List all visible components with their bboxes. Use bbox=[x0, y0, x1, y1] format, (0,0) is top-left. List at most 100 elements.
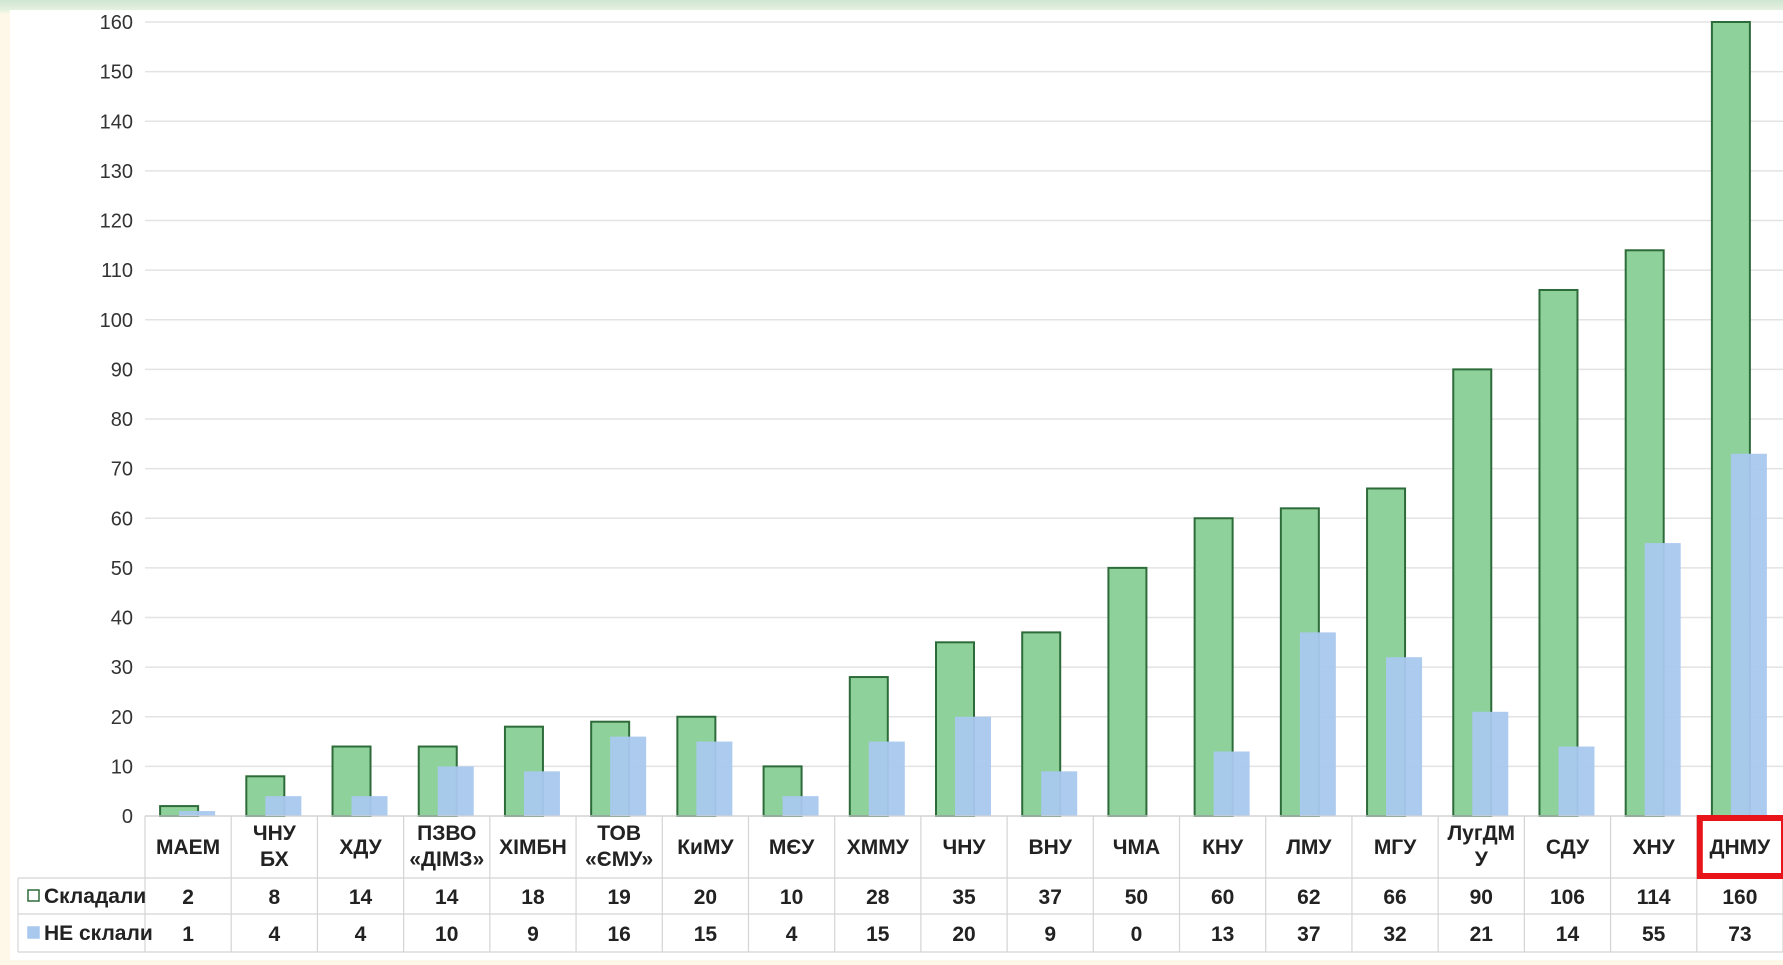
grid-lines bbox=[145, 21, 1783, 817]
table-value: 37 bbox=[1039, 886, 1062, 909]
bar-ne-sklaly bbox=[955, 716, 991, 816]
table-value: 8 bbox=[268, 886, 280, 909]
table-value: 19 bbox=[607, 886, 630, 909]
y-tick-label: 50 bbox=[111, 558, 133, 580]
table-value: 10 bbox=[780, 886, 803, 909]
category-label: ЛМУ bbox=[1286, 836, 1332, 859]
category-label: ПЗВО «ДІМЗ» bbox=[409, 822, 484, 871]
table-value: 106 bbox=[1550, 886, 1585, 909]
bar-ne-sklaly bbox=[868, 741, 905, 816]
data-table: МАЕМ ЧНУ БХ ХДУ ПЗВО «ДІМЗ» ХІМБН ТОВ «ЄМУ» КиМУ М… bbox=[17, 815, 1783, 953]
table-value: 50 bbox=[1125, 886, 1148, 909]
y-tick-label: 150 bbox=[100, 62, 133, 84]
table-value: 20 bbox=[694, 886, 717, 909]
bar-ne-sklaly bbox=[696, 741, 733, 816]
y-tick-label: 110 bbox=[101, 260, 133, 282]
table-value: 66 bbox=[1383, 886, 1406, 909]
y-tick-label: 100 bbox=[100, 310, 133, 332]
y-tick-label: 140 bbox=[100, 111, 133, 133]
table-value: 18 bbox=[521, 886, 545, 909]
category-label: МАЕМ bbox=[156, 836, 220, 859]
bar-ne-sklaly bbox=[265, 796, 302, 816]
table-value: 20 bbox=[952, 923, 975, 946]
legend-key bbox=[27, 926, 40, 939]
y-tick-label: 120 bbox=[100, 211, 133, 233]
legend-label: НЕ склали bbox=[44, 922, 153, 945]
bars bbox=[159, 21, 1767, 818]
bar-ne-sklaly bbox=[523, 771, 560, 816]
table-value: 32 bbox=[1383, 923, 1406, 946]
table-value: 21 bbox=[1470, 923, 1494, 946]
y-tick-label: 130 bbox=[100, 161, 133, 183]
table-value: 16 bbox=[607, 923, 630, 946]
bar-ne-sklaly bbox=[1730, 453, 1767, 816]
category-label: ДНМУ bbox=[1710, 836, 1772, 859]
y-tick-label: 40 bbox=[111, 608, 133, 630]
table-value: 13 bbox=[1211, 923, 1234, 946]
table-value: 60 bbox=[1211, 886, 1234, 909]
table-value: 28 bbox=[866, 886, 890, 909]
chart-panel: 0 10 20 30 40 50 60 70 80 90 100 110 120 130 140 150 160… bbox=[10, 10, 1783, 960]
y-tick-label: 160 bbox=[100, 12, 133, 34]
bar-ne-sklaly bbox=[1213, 751, 1250, 816]
y-tick-label: 10 bbox=[111, 756, 133, 778]
table-value: 114 bbox=[1637, 886, 1671, 909]
bar-skladaly bbox=[1538, 288, 1579, 818]
table-value: 4 bbox=[268, 923, 280, 946]
category-label: ХММУ bbox=[847, 836, 910, 859]
bar-chart: 0102030405060708090100110120130140150160… bbox=[17, 12, 1783, 953]
table-value: 4 bbox=[355, 923, 367, 946]
table-value: 9 bbox=[527, 923, 539, 946]
bar-ne-sklaly bbox=[179, 811, 216, 816]
table-value: 15 bbox=[866, 923, 890, 946]
table-value: 73 bbox=[1728, 923, 1751, 946]
bar-ne-sklaly bbox=[1644, 543, 1681, 816]
y-tick-label: 30 bbox=[111, 657, 133, 679]
table-value: 10 bbox=[435, 923, 458, 946]
table-value: 0 bbox=[1131, 923, 1143, 946]
y-tick-label: 60 bbox=[111, 508, 133, 530]
bar-ne-sklaly bbox=[782, 796, 819, 816]
category-label: ЛугДМ У bbox=[1447, 822, 1515, 871]
bar-ne-sklaly bbox=[1299, 632, 1336, 816]
category-label: СДУ bbox=[1546, 836, 1590, 859]
bar-ne-sklaly bbox=[1472, 711, 1509, 816]
category-label: МГУ bbox=[1374, 836, 1417, 859]
category-label: ЧНУ bbox=[943, 836, 987, 859]
y-tick-label: 90 bbox=[111, 359, 133, 381]
table-value: 160 bbox=[1722, 886, 1757, 909]
bar-ne-sklaly bbox=[610, 736, 647, 816]
legend-key bbox=[27, 889, 40, 902]
category-label: КиМУ bbox=[677, 836, 734, 859]
table-value: 2 bbox=[182, 886, 194, 909]
bar-ne-sklaly bbox=[437, 766, 474, 816]
category-label: ХНУ bbox=[1633, 836, 1676, 859]
y-tick-label: 80 bbox=[111, 409, 133, 431]
legend-label: Складали bbox=[44, 885, 146, 908]
category-label: ЧНУ БХ bbox=[253, 822, 297, 871]
bar-ne-sklaly bbox=[1041, 771, 1078, 816]
table-value: 4 bbox=[786, 923, 798, 946]
table-value: 37 bbox=[1297, 923, 1320, 946]
table-value: 1 bbox=[182, 923, 194, 946]
table-value: 14 bbox=[349, 886, 373, 909]
table-value: 14 bbox=[1556, 923, 1580, 946]
table-value: 90 bbox=[1470, 886, 1493, 909]
category-label: ХДУ bbox=[339, 836, 382, 859]
category-label: ЧМА bbox=[1113, 836, 1160, 859]
category-label: ВНУ bbox=[1029, 836, 1073, 859]
category-label: ХІМБН bbox=[499, 836, 567, 859]
table-value: 9 bbox=[1044, 923, 1056, 946]
category-label: ТОВ «ЄМУ» bbox=[585, 822, 653, 871]
y-axis-ticks: 0 10 20 30 40 50 60 70 80 90 100 110 120 130 140 150 160 bbox=[100, 12, 133, 828]
bar-skladaly bbox=[1107, 566, 1148, 817]
bar-ne-sklaly bbox=[1386, 657, 1423, 816]
category-label: КНУ bbox=[1202, 836, 1244, 859]
table-value: 62 bbox=[1297, 886, 1320, 909]
bar-ne-sklaly bbox=[1558, 746, 1595, 816]
table-value: 15 bbox=[694, 923, 718, 946]
y-tick-label: 20 bbox=[111, 707, 133, 729]
table-value: 55 bbox=[1642, 923, 1666, 946]
highlight-box bbox=[1696, 815, 1783, 879]
